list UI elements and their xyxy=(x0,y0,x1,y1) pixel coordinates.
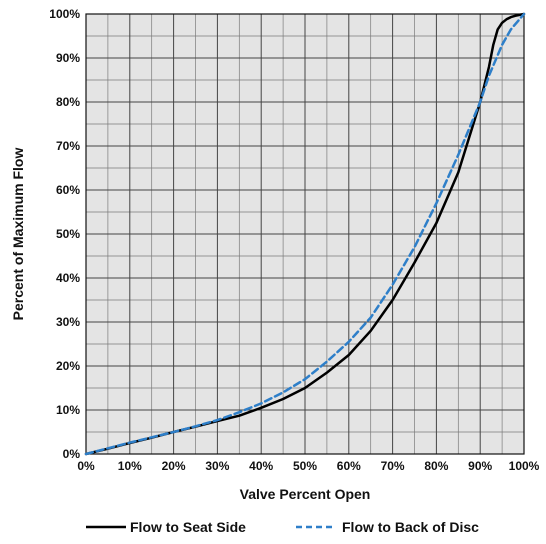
x-axis-title: Valve Percent Open xyxy=(240,486,371,502)
x-tick-label: 10% xyxy=(118,459,142,473)
series-line-back-of-disc xyxy=(84,12,526,456)
x-tick-label: 80% xyxy=(424,459,448,473)
x-tick-label: 90% xyxy=(468,459,492,473)
y-axis-title: Percent of Maximum Flow xyxy=(10,148,26,321)
x-tick-label: 30% xyxy=(205,459,229,473)
y-tick-label: 50% xyxy=(56,227,80,241)
x-tick-label: 100% xyxy=(509,459,540,473)
y-tick-label: 30% xyxy=(56,315,80,329)
y-tick-label: 70% xyxy=(56,139,80,153)
x-tick-label: 60% xyxy=(337,459,361,473)
y-tick-label: 80% xyxy=(56,95,80,109)
legend-label-seat-side: Flow to Seat Side xyxy=(130,519,246,535)
y-tick-label: 90% xyxy=(56,51,80,65)
x-tick-label: 50% xyxy=(293,459,317,473)
y-tick-label: 0% xyxy=(63,447,81,461)
y-tick-label: 10% xyxy=(56,403,80,417)
legend: Flow to Seat Side Flow to Back of Disc xyxy=(86,519,479,535)
x-tick-label: 40% xyxy=(249,459,273,473)
series-lines xyxy=(84,12,526,456)
x-tick-label: 70% xyxy=(381,459,405,473)
x-tick-label: 0% xyxy=(77,459,95,473)
y-tick-label: 40% xyxy=(56,271,80,285)
y-tick-label: 60% xyxy=(56,183,80,197)
y-tick-labels: 0% 10% 20% 30% 40% 50% 60% 70% 80% 90% 100% xyxy=(49,7,80,461)
y-tick-label: 20% xyxy=(56,359,80,373)
y-tick-label: 100% xyxy=(49,7,80,21)
legend-label-back-of-disc: Flow to Back of Disc xyxy=(342,519,479,535)
x-tick-labels: 0% 10% 20% 30% 40% 50% 60% 70% 80% 90% 100% xyxy=(77,459,539,473)
x-tick-label: 20% xyxy=(162,459,186,473)
plot-frame xyxy=(85,13,525,455)
